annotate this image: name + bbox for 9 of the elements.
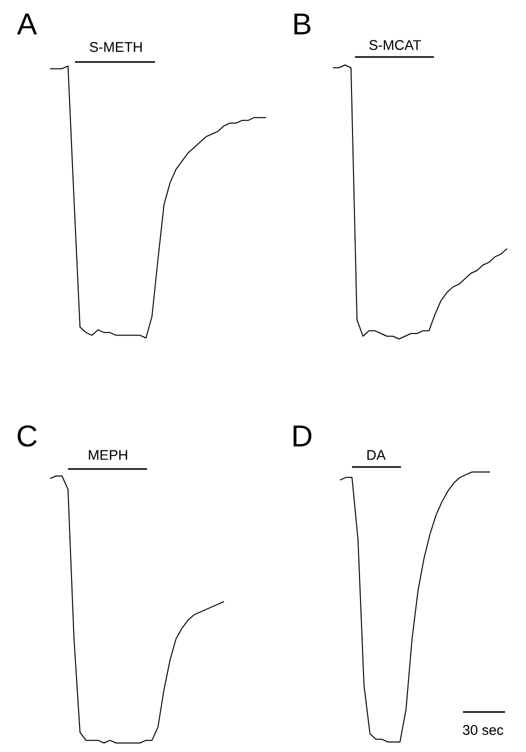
chart-title: D <box>294 426 312 446</box>
text: DA <box>367 450 386 460</box>
text: MEPH <box>88 450 128 460</box>
chart-title: C <box>18 425 37 447</box>
chart-title: B <box>294 14 310 34</box>
chart-title: A <box>17 14 37 34</box>
text: S-MCAT <box>369 40 421 50</box>
text: S-METH <box>90 42 142 52</box>
annotation: 30 sec <box>462 725 504 735</box>
